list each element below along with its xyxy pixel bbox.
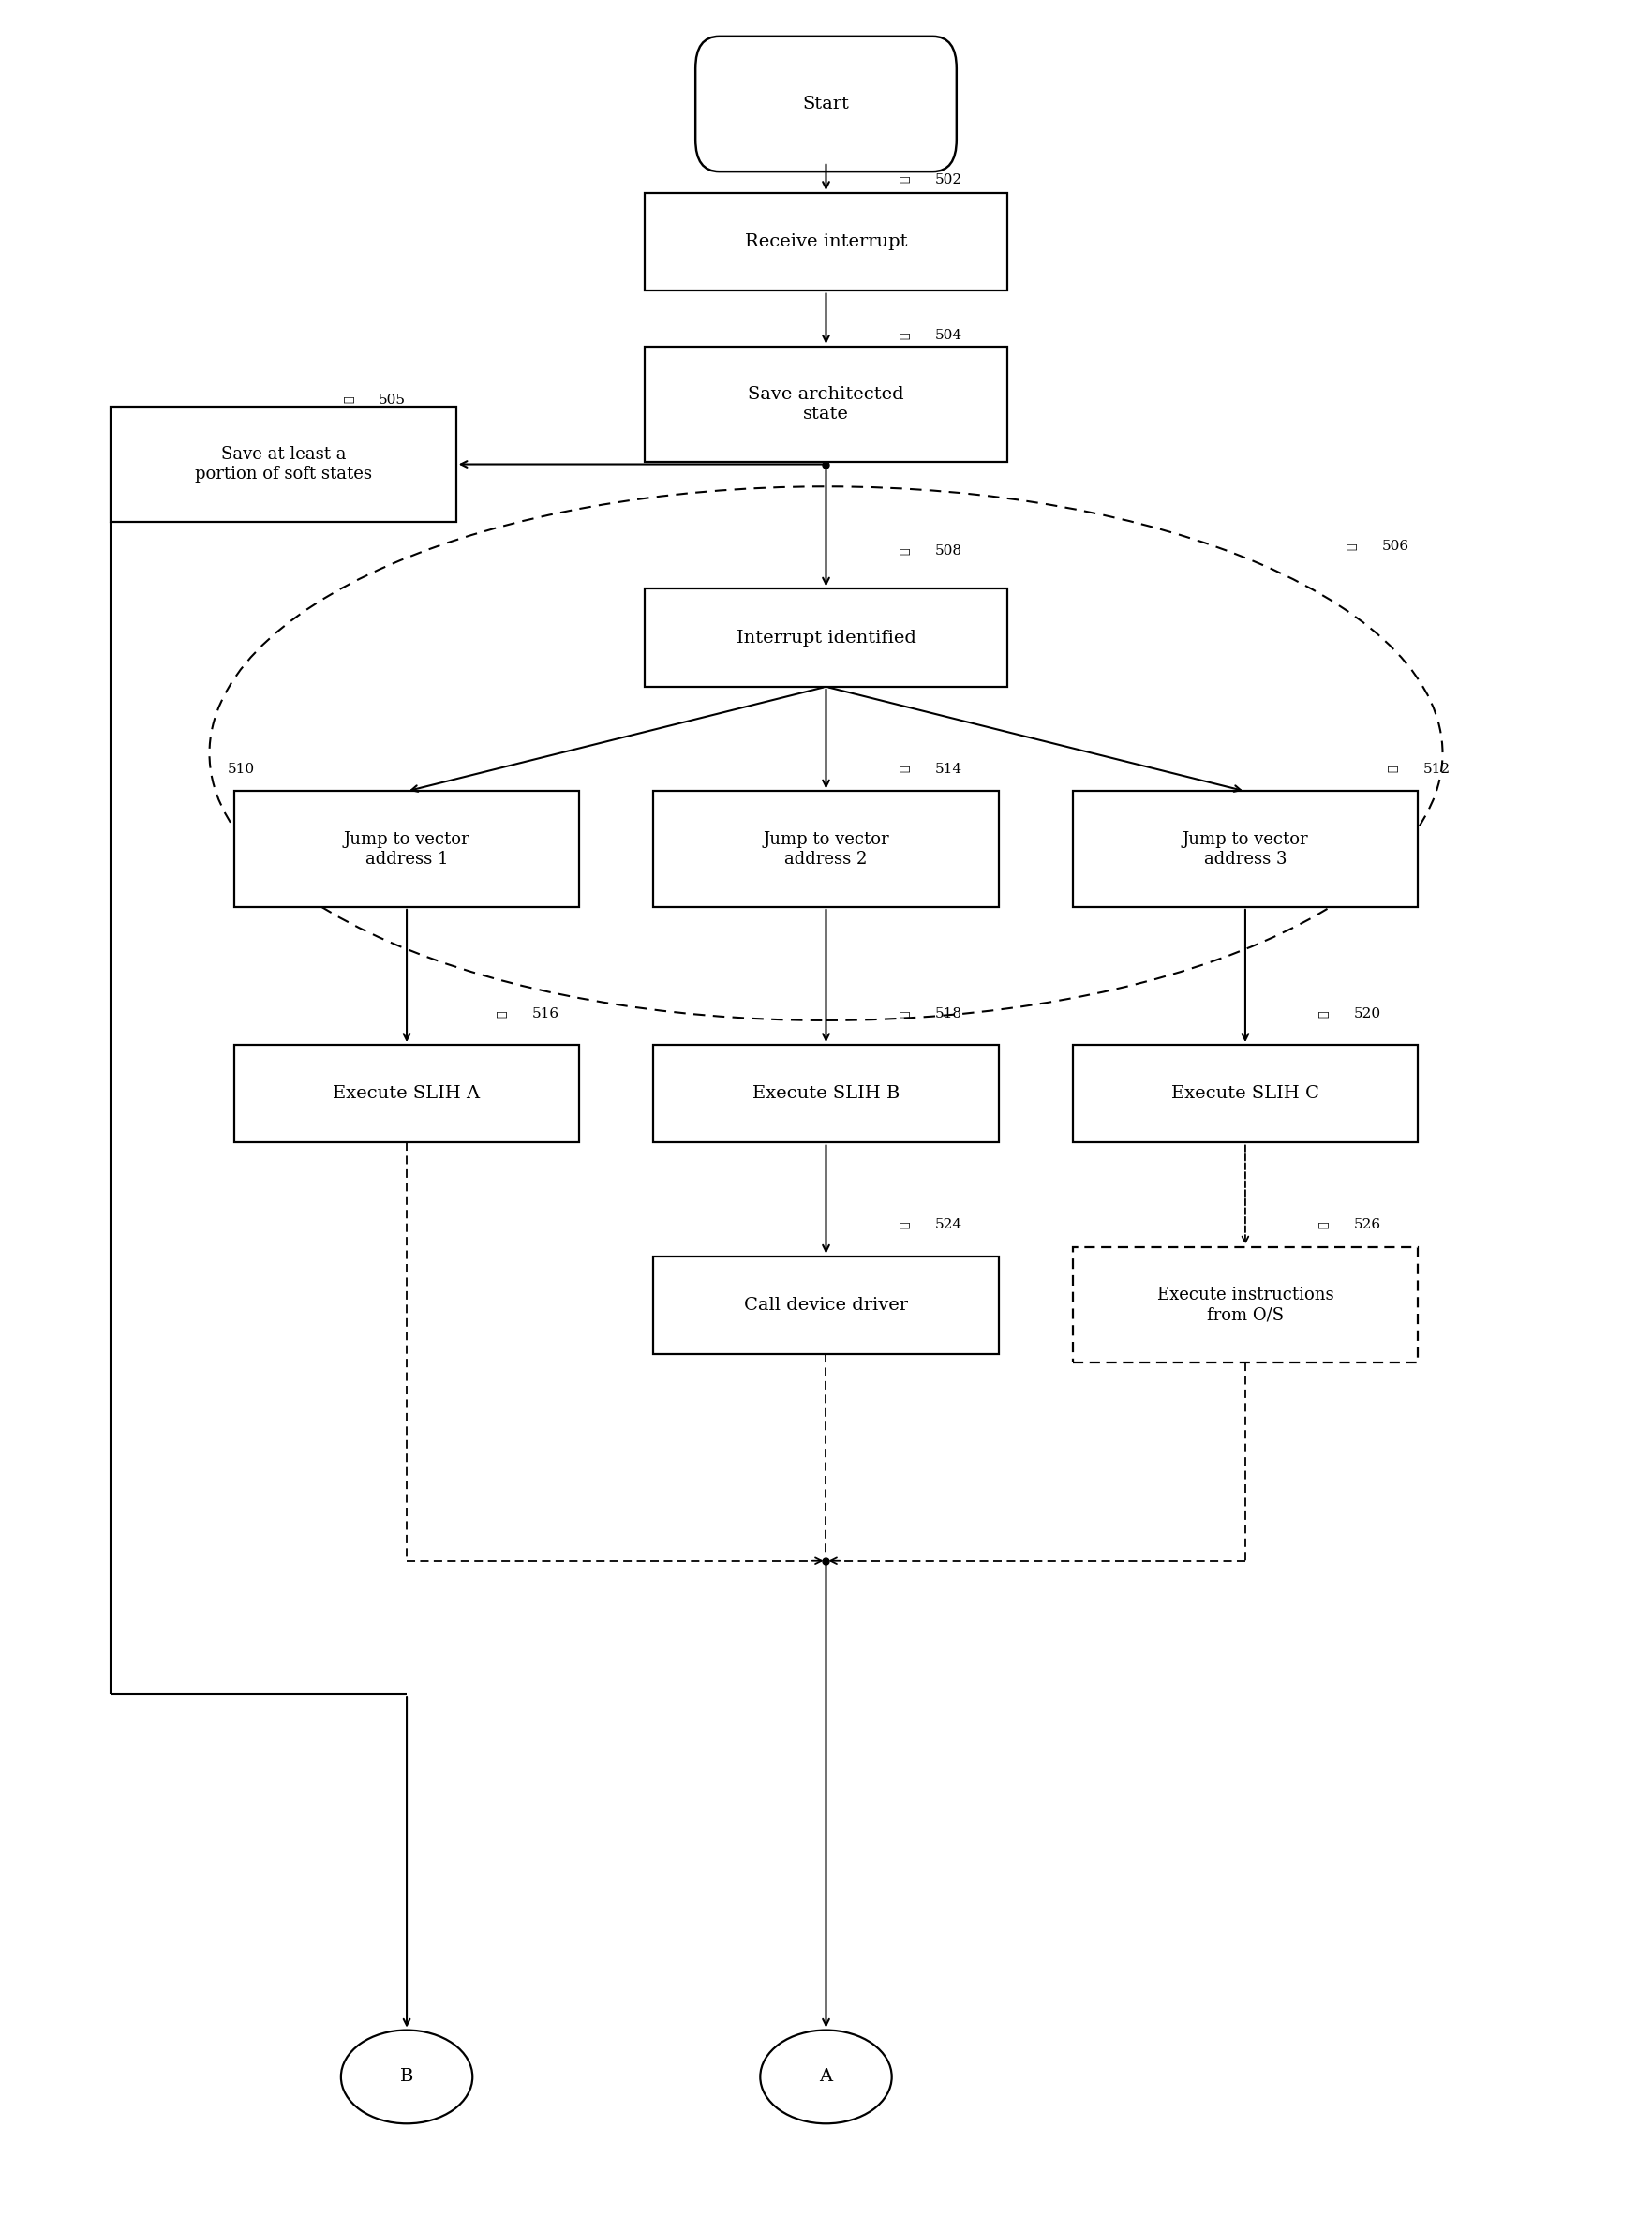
Bar — [235, 792, 580, 906]
Bar — [111, 406, 456, 522]
Text: ⎺: ⎺ — [344, 397, 355, 404]
Bar — [646, 589, 1006, 687]
Text: 506: 506 — [1381, 540, 1409, 554]
Text: 514: 514 — [935, 763, 961, 775]
Text: Execute instructions
from O/S: Execute instructions from O/S — [1156, 1288, 1333, 1324]
Text: Execute SLIH B: Execute SLIH B — [752, 1085, 900, 1103]
Bar — [1072, 1045, 1417, 1143]
Ellipse shape — [340, 2031, 472, 2123]
Text: 512: 512 — [1422, 763, 1450, 775]
Bar — [1072, 1248, 1417, 1364]
Bar — [646, 346, 1006, 462]
Bar — [653, 792, 999, 906]
Text: ⎺: ⎺ — [496, 1011, 509, 1018]
Text: Start: Start — [803, 96, 849, 112]
Text: A: A — [819, 2069, 833, 2085]
Text: 516: 516 — [532, 1007, 558, 1020]
Bar — [653, 1257, 999, 1355]
Text: 510: 510 — [228, 763, 254, 775]
Text: ⎺: ⎺ — [899, 1011, 910, 1018]
Text: 518: 518 — [935, 1007, 961, 1020]
Ellipse shape — [760, 2031, 892, 2123]
Text: ⎺: ⎺ — [899, 1221, 910, 1228]
FancyBboxPatch shape — [695, 36, 957, 172]
Text: Save architected
state: Save architected state — [748, 386, 904, 422]
Text: ⎺: ⎺ — [1318, 1011, 1330, 1018]
Text: Save at least a
portion of soft states: Save at least a portion of soft states — [195, 446, 372, 482]
Bar — [653, 1045, 999, 1143]
Text: 520: 520 — [1353, 1007, 1381, 1020]
Text: Execute SLIH A: Execute SLIH A — [334, 1085, 481, 1103]
Text: ⎺: ⎺ — [899, 547, 910, 554]
Text: ⎺: ⎺ — [899, 766, 910, 772]
Text: 505: 505 — [378, 393, 406, 406]
Text: Jump to vector
address 2: Jump to vector address 2 — [763, 830, 889, 868]
Text: 526: 526 — [1353, 1219, 1381, 1232]
Text: ⎺: ⎺ — [899, 333, 910, 339]
Text: ⎺: ⎺ — [899, 176, 910, 183]
Text: ⎺: ⎺ — [1388, 766, 1399, 772]
Text: 524: 524 — [935, 1219, 961, 1232]
Text: Jump to vector
address 1: Jump to vector address 1 — [344, 830, 469, 868]
Text: Interrupt identified: Interrupt identified — [737, 629, 915, 647]
Text: ⎺: ⎺ — [1346, 542, 1358, 549]
Text: Call device driver: Call device driver — [743, 1297, 909, 1312]
Text: Jump to vector
address 3: Jump to vector address 3 — [1183, 830, 1308, 868]
Bar — [235, 1045, 580, 1143]
Text: B: B — [400, 2069, 413, 2085]
Bar — [1072, 792, 1417, 906]
Text: Execute SLIH C: Execute SLIH C — [1171, 1085, 1320, 1103]
Text: 504: 504 — [935, 328, 961, 341]
Text: 508: 508 — [935, 545, 961, 558]
Text: ⎺: ⎺ — [1318, 1221, 1330, 1228]
Bar — [646, 192, 1006, 290]
Text: 502: 502 — [935, 174, 961, 185]
Text: Receive interrupt: Receive interrupt — [745, 234, 907, 250]
